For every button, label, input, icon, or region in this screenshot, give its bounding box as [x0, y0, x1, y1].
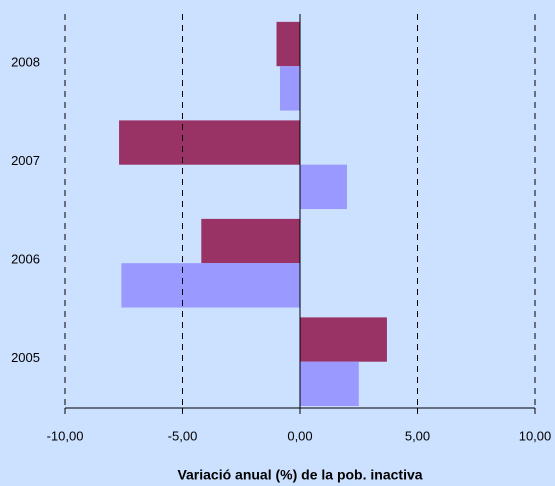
- bar: [300, 361, 359, 407]
- bar: [119, 120, 300, 165]
- x-tick-label: -5,00: [168, 428, 198, 443]
- x-tick-label: 5,00: [405, 428, 430, 443]
- bar: [276, 21, 300, 67]
- y-tick-label: 2007: [11, 153, 40, 168]
- bar: [300, 317, 387, 362]
- bar: [121, 263, 301, 308]
- bar: [280, 66, 300, 111]
- y-tick-label: 2006: [11, 252, 40, 267]
- x-axis-title: Variació anual (%) de la pob. inactiva: [177, 467, 422, 483]
- y-tick-label: 2008: [11, 55, 40, 70]
- x-tick-label: 10,00: [519, 428, 552, 443]
- bar: [300, 164, 347, 210]
- y-tick-label: 2005: [11, 350, 40, 365]
- x-tick-label: 0,00: [287, 428, 312, 443]
- x-tick-label: -10,00: [47, 428, 84, 443]
- bar: [201, 218, 300, 264]
